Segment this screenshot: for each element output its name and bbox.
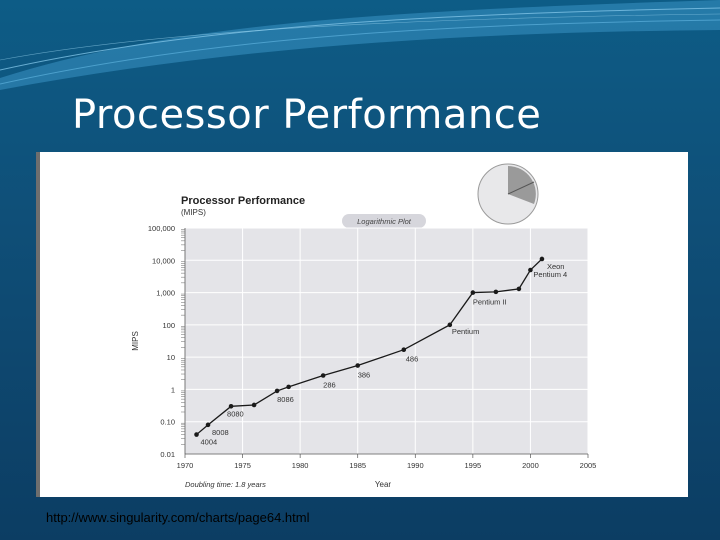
x-tick-label: 1980: [292, 461, 309, 470]
point-label: Pentium: [452, 327, 480, 336]
data-point: [205, 422, 211, 428]
x-tick-label: 2005: [580, 461, 597, 470]
point-label: Pentium II: [473, 298, 507, 307]
data-point: [493, 289, 499, 295]
data-point: [320, 373, 326, 378]
chart-subtitle: (MIPS): [181, 208, 206, 217]
clock-hand-shading: [508, 166, 536, 204]
point-label: 8086: [277, 395, 294, 404]
plot-area: [185, 228, 588, 454]
y-tick-label: 100: [162, 321, 175, 330]
point-label: 8008: [212, 428, 229, 437]
performance-chart: Processor Performance(MIPS) Logarithmic P…: [131, 163, 597, 489]
chart-footnote: Doubling time: 1.8 years: [185, 480, 266, 489]
point-label: 486: [406, 355, 419, 364]
y-tick-label: 10,000: [152, 256, 175, 265]
y-tick-label: 100,000: [148, 224, 175, 233]
x-tick-label: 1990: [407, 461, 424, 470]
y-tick-label: 0.10: [160, 418, 175, 427]
data-point: [539, 256, 545, 262]
x-tick-label: 1975: [234, 461, 251, 470]
data-point: [470, 290, 476, 295]
point-label: 286: [323, 381, 336, 390]
data-point: [447, 322, 453, 328]
chart-badge-bg: [342, 214, 426, 228]
x-tick-label: 1995: [465, 461, 482, 470]
chart-badge: Logarithmic Plot: [357, 217, 412, 226]
data-point: [274, 388, 280, 394]
header-swoosh-decoration: [0, 0, 720, 90]
y-tick-label: 0.01: [160, 450, 175, 459]
data-point: [528, 267, 533, 273]
point-label: Xeon: [547, 262, 565, 271]
chart-panel: Processor Performance (MIPS) Logarithmic P…: [36, 152, 688, 497]
data-point: [401, 347, 407, 353]
x-axis-label: Year: [375, 480, 392, 489]
slide-title: Processor Performance: [72, 92, 542, 138]
clock-hand: [507, 181, 535, 195]
y-axis-label: MIPS: [131, 331, 140, 351]
source-link[interactable]: http://www.singularity.com/charts/page64…: [46, 510, 310, 525]
point-label: 8080: [227, 409, 244, 418]
data-point: [355, 363, 361, 368]
data-point: [228, 404, 234, 409]
x-tick-label: 1970: [177, 461, 194, 470]
x-tick-label: 1985: [349, 461, 366, 470]
data-point: [251, 402, 257, 408]
chart-title: Processor Performance: [181, 195, 305, 207]
data-point: [286, 384, 291, 390]
y-tick-label: 1,000: [156, 289, 175, 298]
point-label: 4004: [201, 438, 218, 447]
point-label: Pentium 4: [533, 270, 567, 279]
data-point: [516, 286, 522, 292]
y-tick-label: 1: [171, 385, 175, 394]
y-tick-label: 10: [167, 353, 175, 362]
point-label: 386: [358, 371, 371, 380]
x-tick-label: 2000: [522, 461, 539, 470]
data-point: [194, 432, 199, 437]
